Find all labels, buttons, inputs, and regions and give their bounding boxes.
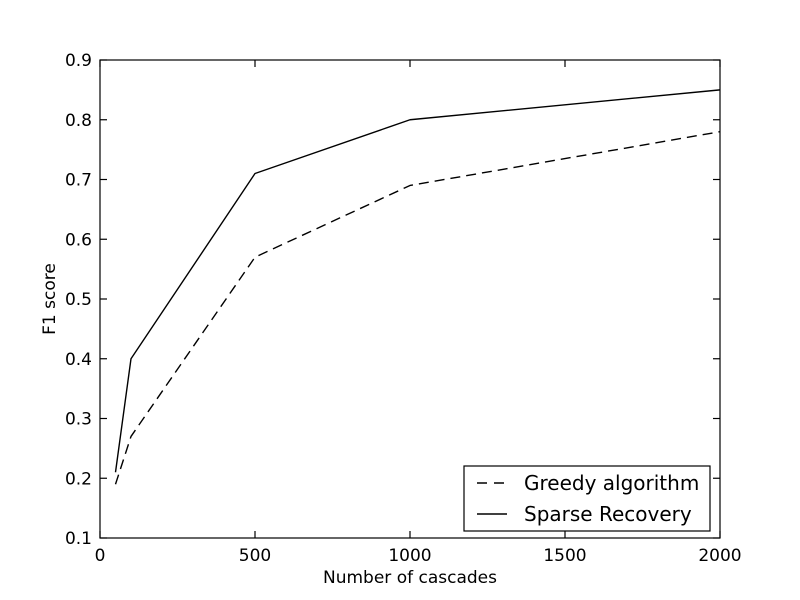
y-tick-label: 0.1 — [65, 529, 92, 549]
legend: Greedy algorithm Sparse Recovery — [463, 465, 711, 532]
series-line-greedy-algorithm — [114, 131, 721, 485]
y-tick-label: 0.2 — [65, 469, 92, 489]
y-tick-label: 0.4 — [65, 350, 92, 370]
y-tick-label: 0.6 — [65, 230, 92, 250]
y-axis-label: F1 score — [40, 263, 60, 335]
axes-frame — [99, 59, 721, 539]
plot-series — [114, 89, 721, 485]
x-tick-label: 1500 — [543, 546, 586, 566]
legend-label-sparse-recovery: Sparse Recovery — [524, 502, 692, 526]
y-tick-label: 0.5 — [65, 290, 92, 310]
y-tick-label: 0.3 — [65, 410, 92, 430]
series-line-sparse-recovery — [114, 89, 721, 473]
y-tick-label: 0.7 — [65, 171, 92, 191]
x-tick-label: 2000 — [698, 546, 741, 566]
legend-label-greedy-algorithm: Greedy algorithm — [524, 471, 699, 495]
y-tick-label: 0.9 — [65, 51, 92, 71]
y-tick-label: 0.8 — [65, 111, 92, 131]
x-tick-label: 500 — [239, 546, 271, 566]
x-axis-label: Number of cascades — [323, 568, 497, 588]
x-tick-label: 1000 — [388, 546, 431, 566]
axis-ticks: 0 500 1000 1500 2000 0.1 0.2 0.3 0.4 0.5 0.6 0.7 0.8… — [65, 51, 742, 566]
x-tick-label: 0 — [95, 546, 106, 566]
legend-box — [463, 465, 711, 532]
